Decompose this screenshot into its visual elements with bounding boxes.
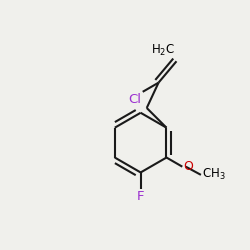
Text: CH$_3$: CH$_3$ xyxy=(202,167,226,182)
Text: O: O xyxy=(183,160,193,173)
Text: Cl: Cl xyxy=(128,93,141,106)
Text: H$_2$C: H$_2$C xyxy=(152,43,176,58)
Text: F: F xyxy=(137,190,144,202)
